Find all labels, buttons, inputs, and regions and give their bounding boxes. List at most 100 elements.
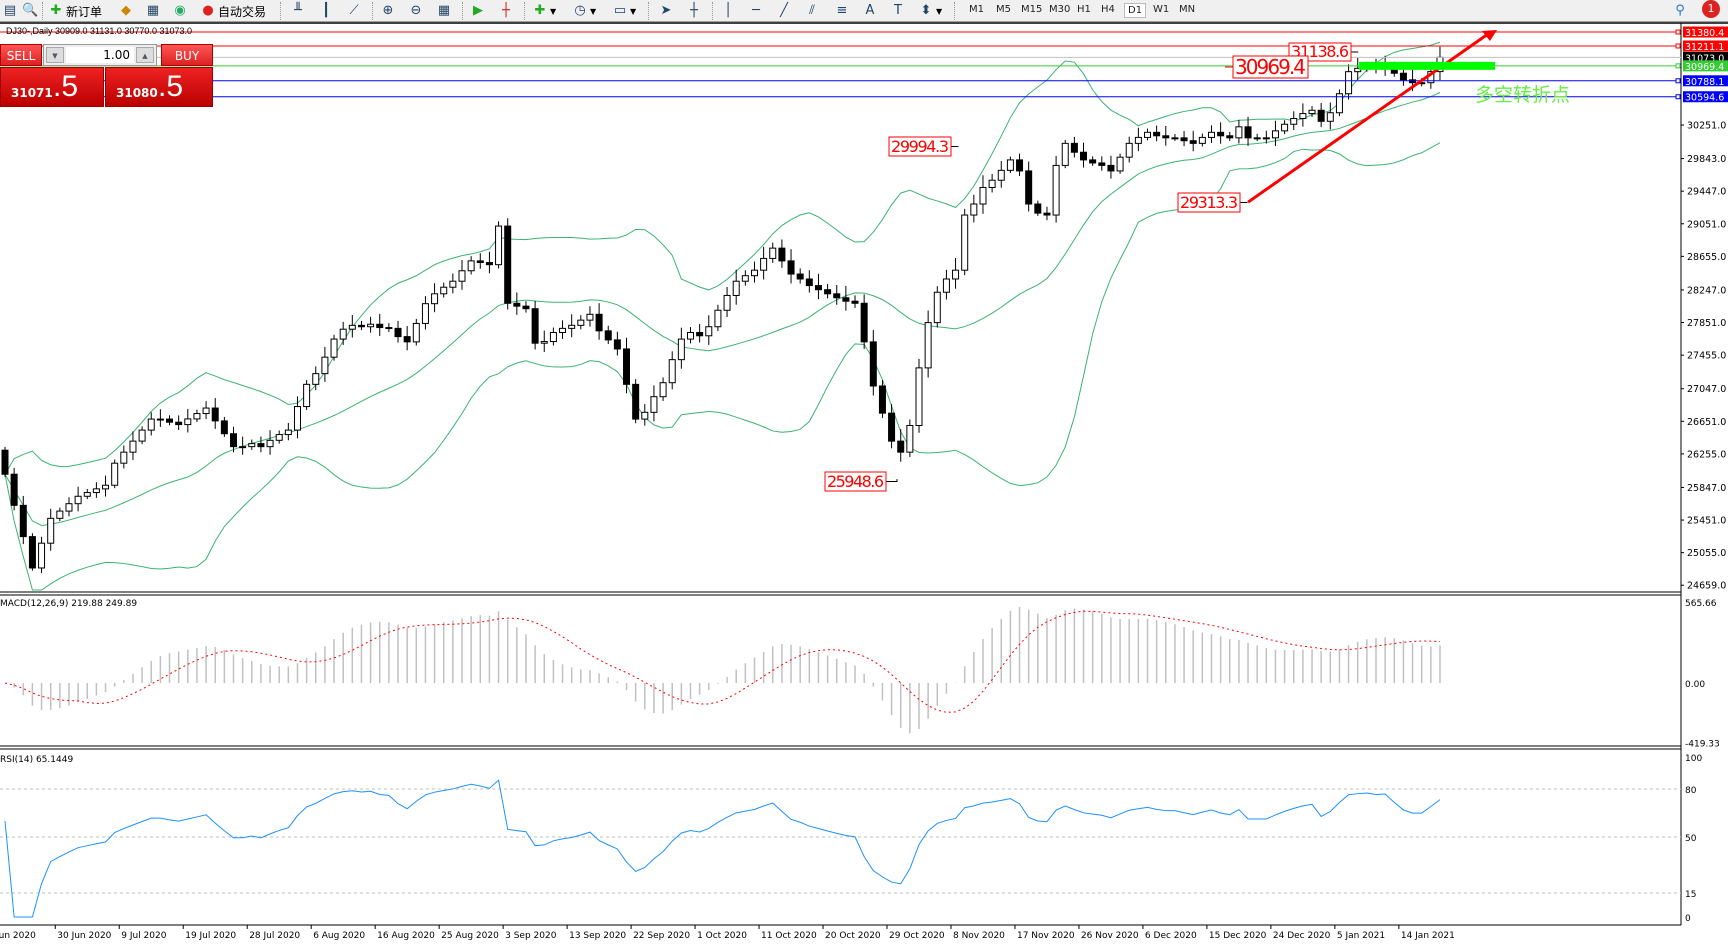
candle: [1016, 153, 1024, 176]
text-label-icon[interactable]: T: [894, 3, 902, 18]
candle-body: [412, 322, 420, 343]
fibonacci-icon[interactable]: ≡: [836, 3, 848, 18]
candle: [1, 446, 9, 477]
lot-decrease-button[interactable]: ▼: [46, 47, 64, 63]
sell-button[interactable]: SELL: [0, 44, 42, 66]
candle: [1107, 155, 1115, 179]
periods-icon[interactable]: ◷ ▼: [574, 3, 597, 18]
candle-body: [677, 338, 685, 361]
horizontal-line-icon[interactable]: ─: [752, 3, 760, 18]
candle: [586, 306, 594, 327]
timeframe-m5[interactable]: M5: [996, 4, 1011, 15]
chart-shift-icon[interactable]: ┼: [502, 3, 510, 18]
candle-body: [933, 291, 941, 324]
candle-body: [705, 326, 713, 337]
candle-body: [559, 327, 567, 333]
terminal-icon[interactable]: ▦: [146, 3, 160, 18]
navigator-icon[interactable]: ◆: [121, 3, 131, 18]
candle: [842, 285, 850, 311]
arrows-icon[interactable]: ⬍ ▼: [920, 3, 943, 18]
candle-body: [568, 324, 576, 329]
lot-size-stepper[interactable]: ▼ 1.00 ▲: [43, 44, 157, 66]
zoom-view-icon[interactable]: 🔍: [22, 3, 39, 18]
candle: [1326, 102, 1334, 130]
candle: [559, 320, 567, 339]
candle-body: [83, 492, 91, 497]
cursor-icon[interactable]: ➤: [660, 3, 672, 18]
trendline-icon[interactable]: ╱: [780, 3, 788, 18]
crosshair-icon[interactable]: ┼: [690, 3, 698, 18]
timeframe-m1[interactable]: M1: [969, 4, 984, 15]
candle: [339, 321, 347, 345]
candle-body: [102, 484, 110, 490]
auto-trading-button[interactable]: ● 自动交易: [200, 2, 266, 20]
candle: [1345, 64, 1353, 100]
new-order-button[interactable]: ✚ 新订单: [48, 2, 102, 20]
sell-price[interactable]: 31071.5: [0, 67, 104, 107]
candle: [668, 351, 676, 390]
candle-body: [1125, 142, 1133, 158]
price-tick-label: 27851.0: [1687, 318, 1726, 329]
candle: [952, 258, 960, 289]
candle: [787, 249, 795, 284]
candle-body: [28, 536, 36, 569]
templates-icon[interactable]: ▭ ▼: [613, 3, 637, 18]
candle: [348, 314, 356, 338]
candle: [129, 431, 137, 460]
candle: [814, 273, 822, 300]
timeframe-h1[interactable]: H1: [1077, 4, 1091, 15]
profiles-icon[interactable]: ▤: [3, 3, 17, 18]
timeframe-h4[interactable]: H4: [1101, 4, 1115, 15]
candle-body: [348, 324, 356, 330]
vertical-line-icon[interactable]: │: [724, 3, 732, 18]
indicators-icon[interactable]: ✚ ▼: [534, 3, 557, 18]
rsi-tick-label: 15: [1685, 890, 1696, 900]
candlestick-chart-icon[interactable]: ┃: [322, 3, 330, 18]
candle-body: [184, 418, 192, 426]
candle: [878, 380, 886, 418]
candle: [303, 380, 311, 410]
candle: [111, 459, 119, 489]
timeframe-m30[interactable]: M30: [1049, 4, 1071, 15]
tile-windows-icon[interactable]: ▦: [437, 3, 451, 18]
candle-body: [604, 330, 612, 341]
bar-chart-icon[interactable]: ╨: [294, 3, 302, 18]
candle: [1262, 130, 1270, 144]
signals-icon[interactable]: ◉: [174, 3, 186, 18]
price-tick-label: 24659.0: [1687, 581, 1726, 592]
candle: [1134, 127, 1142, 152]
lot-size-input[interactable]: 1.00: [66, 47, 134, 63]
level-handle: [1675, 94, 1681, 100]
timeframe-mn[interactable]: MN: [1179, 4, 1196, 15]
candle-body: [10, 473, 18, 506]
candle-body: [787, 260, 795, 275]
candle-body: [129, 440, 137, 453]
candle-body: [869, 341, 877, 387]
buy-button[interactable]: BUY: [161, 44, 213, 66]
zoom-in-icon[interactable]: ⊕: [382, 3, 394, 18]
line-chart-icon[interactable]: ⟋: [349, 3, 359, 18]
price-tick-label: 29843.0: [1687, 154, 1726, 165]
candle: [659, 377, 667, 401]
text-icon[interactable]: A: [865, 3, 875, 18]
equidistant-channel-icon[interactable]: ⫽: [809, 3, 815, 18]
candle-body: [1180, 137, 1188, 142]
candle-body: [915, 367, 923, 426]
candle: [1253, 133, 1261, 142]
search-icon[interactable]: ⚲: [1675, 3, 1685, 18]
zoom-out-icon[interactable]: ⊖: [410, 3, 422, 18]
level-handle: [1675, 29, 1681, 35]
timeframe-w1[interactable]: W1: [1153, 4, 1170, 15]
candle: [156, 409, 164, 427]
candle: [522, 301, 530, 313]
lot-increase-button[interactable]: ▲: [136, 47, 154, 63]
candle: [1226, 131, 1234, 141]
candle: [750, 261, 758, 283]
notification-badge[interactable]: 1: [1702, 0, 1720, 18]
candle-body: [1253, 137, 1261, 140]
auto-scroll-icon[interactable]: ▶: [473, 3, 483, 18]
timeframe-m15[interactable]: M15: [1021, 4, 1043, 15]
timeframe-d1[interactable]: D1: [1124, 3, 1147, 18]
buy-price[interactable]: 31080.5: [105, 67, 213, 107]
